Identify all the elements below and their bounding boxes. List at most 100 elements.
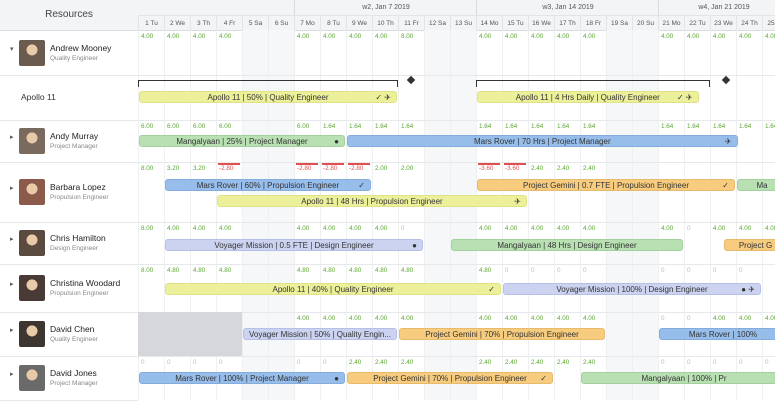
day-column [710,30,736,400]
expand-arrow-icon[interactable]: ▸ [10,371,14,378]
expand-arrow-icon[interactable]: ▸ [10,185,14,192]
assignment-bar[interactable]: Apollo 11 | 4 Hrs Daily | Quality Engine… [477,91,699,103]
assignment-label: Voyager Mission | 0.5 FTE | Design Engin… [214,241,374,250]
resource-role: Project Manager [50,143,98,150]
hours-value: 0 [531,267,535,274]
resource-row[interactable]: ▸ Chris Hamilton Design Engineer [0,222,138,265]
assignment-bar[interactable]: Voyager Mission | 100% | Design Engineer… [503,283,761,295]
resource-row[interactable]: ▾ Andrew Mooney Quality Engineer [0,30,138,76]
assignment-bar[interactable]: Mars Rover | 100% [659,328,775,340]
day-header: 1 Tu [138,15,164,30]
assignment-bar[interactable]: Project Gemini | 0.7 FTE | Propulsion En… [477,179,735,191]
expand-arrow-icon[interactable]: ▸ [10,134,14,141]
resource-role: Propulsion Engineer [50,290,109,297]
hours-value: 1.64 [349,123,362,130]
day-column [736,30,762,400]
resource-row[interactable]: ▸ David Chen Quality Engineer [0,312,138,357]
assignment-bar[interactable]: Project G [724,239,775,251]
day-header: 11 Fr [398,15,424,30]
avatar [19,39,45,66]
resource-row[interactable]: ▸ Christina Woodard Propulsion Engineer [0,264,138,313]
assignment-bar[interactable]: Voyager Mission | 50% | Quality Engin... [243,328,397,340]
hours-value: 1.64 [401,123,414,130]
hours-value: 1.64 [661,123,674,130]
assignment-bar[interactable]: Mars Rover | 60% | Propulsion Engineer ✓ [165,179,371,191]
day-column [138,30,164,400]
day-column [294,30,320,400]
assignment-bar[interactable]: Apollo 11 | 40% | Quality Engineer ✓ [165,283,501,295]
hours-value: -2.80 [219,165,234,172]
hours-value: 4.00 [219,33,232,40]
hours-value: 4.00 [531,315,544,322]
hours-value: 4.00 [375,33,388,40]
resource-role: Quality Engineer [50,336,99,343]
hours-value: 4.00 [167,33,180,40]
assignment-bar[interactable]: Apollo 11 | 50% | Quality Engineer ✓ ✈ [139,91,397,103]
hours-value: 2.40 [375,359,388,366]
resources-header[interactable]: Resources [0,0,138,31]
hours-value: 4.00 [531,225,544,232]
overallocation-marker [478,163,500,165]
resource-name: Andrew Mooney [50,42,112,53]
assignment-bar[interactable]: Voyager Mission | 0.5 FTE | Design Engin… [165,239,423,251]
project-name: Apollo 11 [21,91,56,102]
assignment-bar[interactable]: Project Gemini | 70% | Propulsion Engine… [399,328,605,340]
hours-value: 4.00 [323,315,336,322]
hours-value: 4.00 [739,33,752,40]
expand-arrow-icon[interactable]: ▸ [10,281,14,288]
day-column [528,30,554,400]
hours-value: 0 [687,359,691,366]
assignment-bar[interactable]: Mangalyaan | 48 Hrs | Design Engineer [451,239,683,251]
hours-value: 1.64 [765,123,775,130]
hours-value: 4.00 [713,225,726,232]
resource-name: Christina Woodard [50,278,121,288]
expand-arrow-icon[interactable]: ▸ [10,327,14,334]
assignment-bar[interactable]: Mars Rover | 100% | Project Manager ● [139,372,345,384]
hours-value: 4.80 [323,267,336,274]
hours-value: 2.00 [401,165,414,172]
assignment-bar[interactable]: Mangalyaan | 100% | Pr [581,372,775,384]
row-divider [138,222,775,223]
hours-value: 4.00 [583,315,596,322]
hours-value: 4.00 [349,225,362,232]
hours-value: 1.64 [375,123,388,130]
assignment-bar[interactable]: Project Gemini | 70% | Propulsion Engine… [347,372,553,384]
expand-arrow-icon[interactable]: ▸ [10,236,14,243]
hours-value: 4.00 [557,33,570,40]
resource-row[interactable]: ▸ Barbara Lopez Propulsion Engineer [0,162,138,223]
resource-name: Andy Murray [50,131,99,141]
collapse-arrow-icon[interactable]: ▾ [10,45,14,53]
unavailable-block [138,312,242,356]
assignment-bar[interactable]: Apollo 11 | 48 Hrs | Propulsion Engineer… [217,195,527,207]
resource-row[interactable]: ▸ David Jones Project Manager [0,356,138,401]
day-column [762,30,775,400]
hours-value: 4.00 [167,225,180,232]
assignment-label: Mangalyaan | 100% | Pr [641,374,727,383]
assignment-bar[interactable]: Mangalyaan | 25% | Project Manager ● [139,135,345,147]
hours-value: 6.00 [141,123,154,130]
assignment-label: Project Gemini | 0.7 FTE | Propulsion En… [522,181,689,190]
assignment-bar[interactable]: Mars Rover | 70 Hrs | Project Manager ✈ [347,135,738,147]
hours-value: 3.20 [167,165,180,172]
hours-value: 4.00 [583,33,596,40]
assignment-bar[interactable]: Ma [737,179,775,191]
day-column [190,30,216,400]
hours-value: 0 [739,267,743,274]
hours-value: 0 [687,267,691,274]
hours-value: 4.00 [583,225,596,232]
hours-value: 0 [661,267,665,274]
hours-value: 8.00 [141,225,154,232]
hours-value: 4.00 [765,315,775,322]
row-divider [138,162,775,163]
assignment-label: Apollo 11 | 40% | Quality Engineer [272,285,394,294]
hours-value: 4.80 [479,267,492,274]
hours-value: 0 [661,359,665,366]
hours-value: 4.00 [505,225,518,232]
assignment-label: Mars Rover | 100% [688,330,758,339]
day-column [164,30,190,400]
hours-value: 4.00 [739,315,752,322]
day-column [320,30,346,400]
hours-value: 2.00 [375,165,388,172]
hours-value: 1.64 [479,123,492,130]
resource-row[interactable]: ▸ Andy Murray Project Manager [0,120,138,163]
